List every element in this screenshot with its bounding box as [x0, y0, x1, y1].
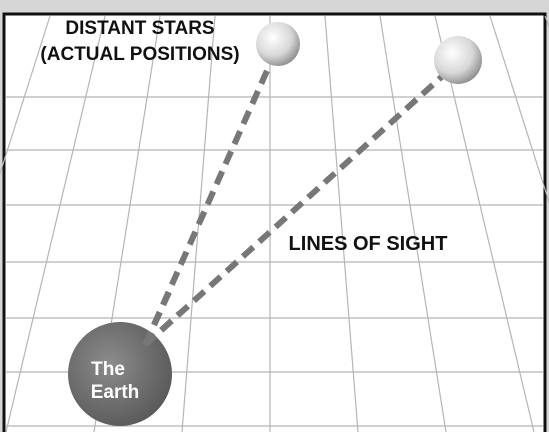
star	[256, 22, 300, 66]
page: DISTANT STARS (ACTUAL POSITIONS) LINES O…	[0, 0, 549, 432]
earth-label: Earth	[91, 382, 140, 403]
stars-label: DISTANT STARS	[65, 18, 214, 39]
earth-label: The	[91, 359, 125, 380]
stars-label: (ACTUAL POSITIONS)	[40, 44, 239, 65]
diagram: DISTANT STARS (ACTUAL POSITIONS) LINES O…	[0, 0, 549, 432]
lines-label: LINES OF SIGHT	[289, 233, 448, 255]
star	[434, 36, 482, 84]
